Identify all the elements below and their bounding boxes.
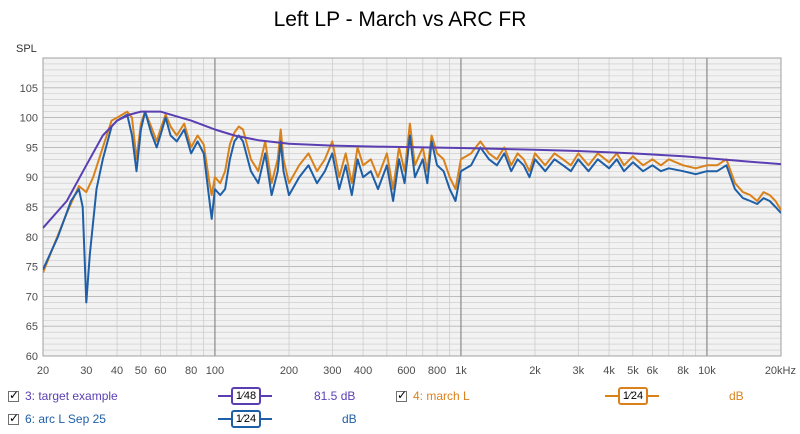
offset-arc-l: dB (342, 412, 357, 426)
checkbox-target-example[interactable] (8, 388, 19, 402)
y-axis-label: SPL (16, 43, 37, 55)
x-tick-label: 400 (354, 365, 372, 377)
y-tick-label: 60 (26, 351, 38, 363)
offset-march-l: dB (729, 389, 744, 403)
x-tick-label: 5k (627, 365, 639, 377)
y-tick-label: 95 (26, 142, 38, 154)
x-tick-label: 8k (677, 365, 689, 377)
legend-label-arc-l: 6: arc L Sep 25 (25, 412, 106, 426)
x-tick-label: 600 (397, 365, 415, 377)
series-line-3-target-example (43, 110, 781, 229)
y-tick-label: 75 (26, 262, 38, 274)
y-tick-label: 85 (26, 202, 38, 214)
x-tick-label: 6k (647, 365, 659, 377)
x-tick-label: 3k (573, 365, 585, 377)
x-tick-label: 20kHz (765, 365, 796, 377)
x-tick-label: 4k (603, 365, 615, 377)
y-tick-label: 70 (26, 291, 38, 303)
x-tick-label: 200 (280, 365, 298, 377)
series-line-4-march-l (43, 110, 781, 273)
smoothing-badge-arc-l[interactable]: 1⁄24 (231, 410, 261, 428)
y-tick-label: 65 (26, 321, 38, 333)
smoothing-badge-march-l[interactable]: 1⁄24 (618, 387, 648, 405)
y-tick-label: 105 (20, 83, 38, 95)
y-tick-label: 80 (26, 232, 38, 244)
x-tick-label: 10k (698, 365, 716, 377)
y-tick-label: 100 (20, 113, 38, 125)
x-tick-label: 80 (185, 365, 197, 377)
checkbox-march-l[interactable] (396, 388, 407, 402)
x-tick-label: 60 (154, 365, 166, 377)
legend-label-target-example: 3: target example (25, 389, 118, 403)
plot-area: 60 65 70 75 80 85 90 95 100 105 SPL 20 30 40 50 60 80 100… (16, 43, 796, 377)
y-tick-label: 90 (26, 172, 38, 184)
x-tick-label: 50 (135, 365, 147, 377)
legend-label-march-l: 4: march L (413, 389, 470, 403)
legend-item-march-l[interactable]: 4: march L (396, 387, 470, 405)
x-tick-label: 800 (428, 365, 446, 377)
x-tick-label: 30 (80, 365, 92, 377)
x-tick-label: 1k (455, 365, 467, 377)
series-line-6-arc-l-sep-25 (43, 110, 781, 304)
x-tick-label: 20 (37, 365, 49, 377)
smoothing-badge-target-example[interactable]: 1⁄48 (231, 387, 261, 405)
x-tick-label: 2k (529, 365, 541, 377)
legend-item-arc-l[interactable]: 6: arc L Sep 25 (8, 410, 106, 428)
x-tick-label: 300 (323, 365, 341, 377)
legend-item-target-example[interactable]: 3: target example (8, 387, 118, 405)
checkbox-arc-l[interactable] (8, 411, 19, 425)
x-tick-label: 40 (111, 365, 123, 377)
offset-target-example: 81.5 dB (314, 389, 356, 403)
x-tick-label: 100 (206, 365, 224, 377)
chart-title: Left LP - March vs ARC FR (273, 8, 527, 31)
plot-border (42, 57, 782, 357)
